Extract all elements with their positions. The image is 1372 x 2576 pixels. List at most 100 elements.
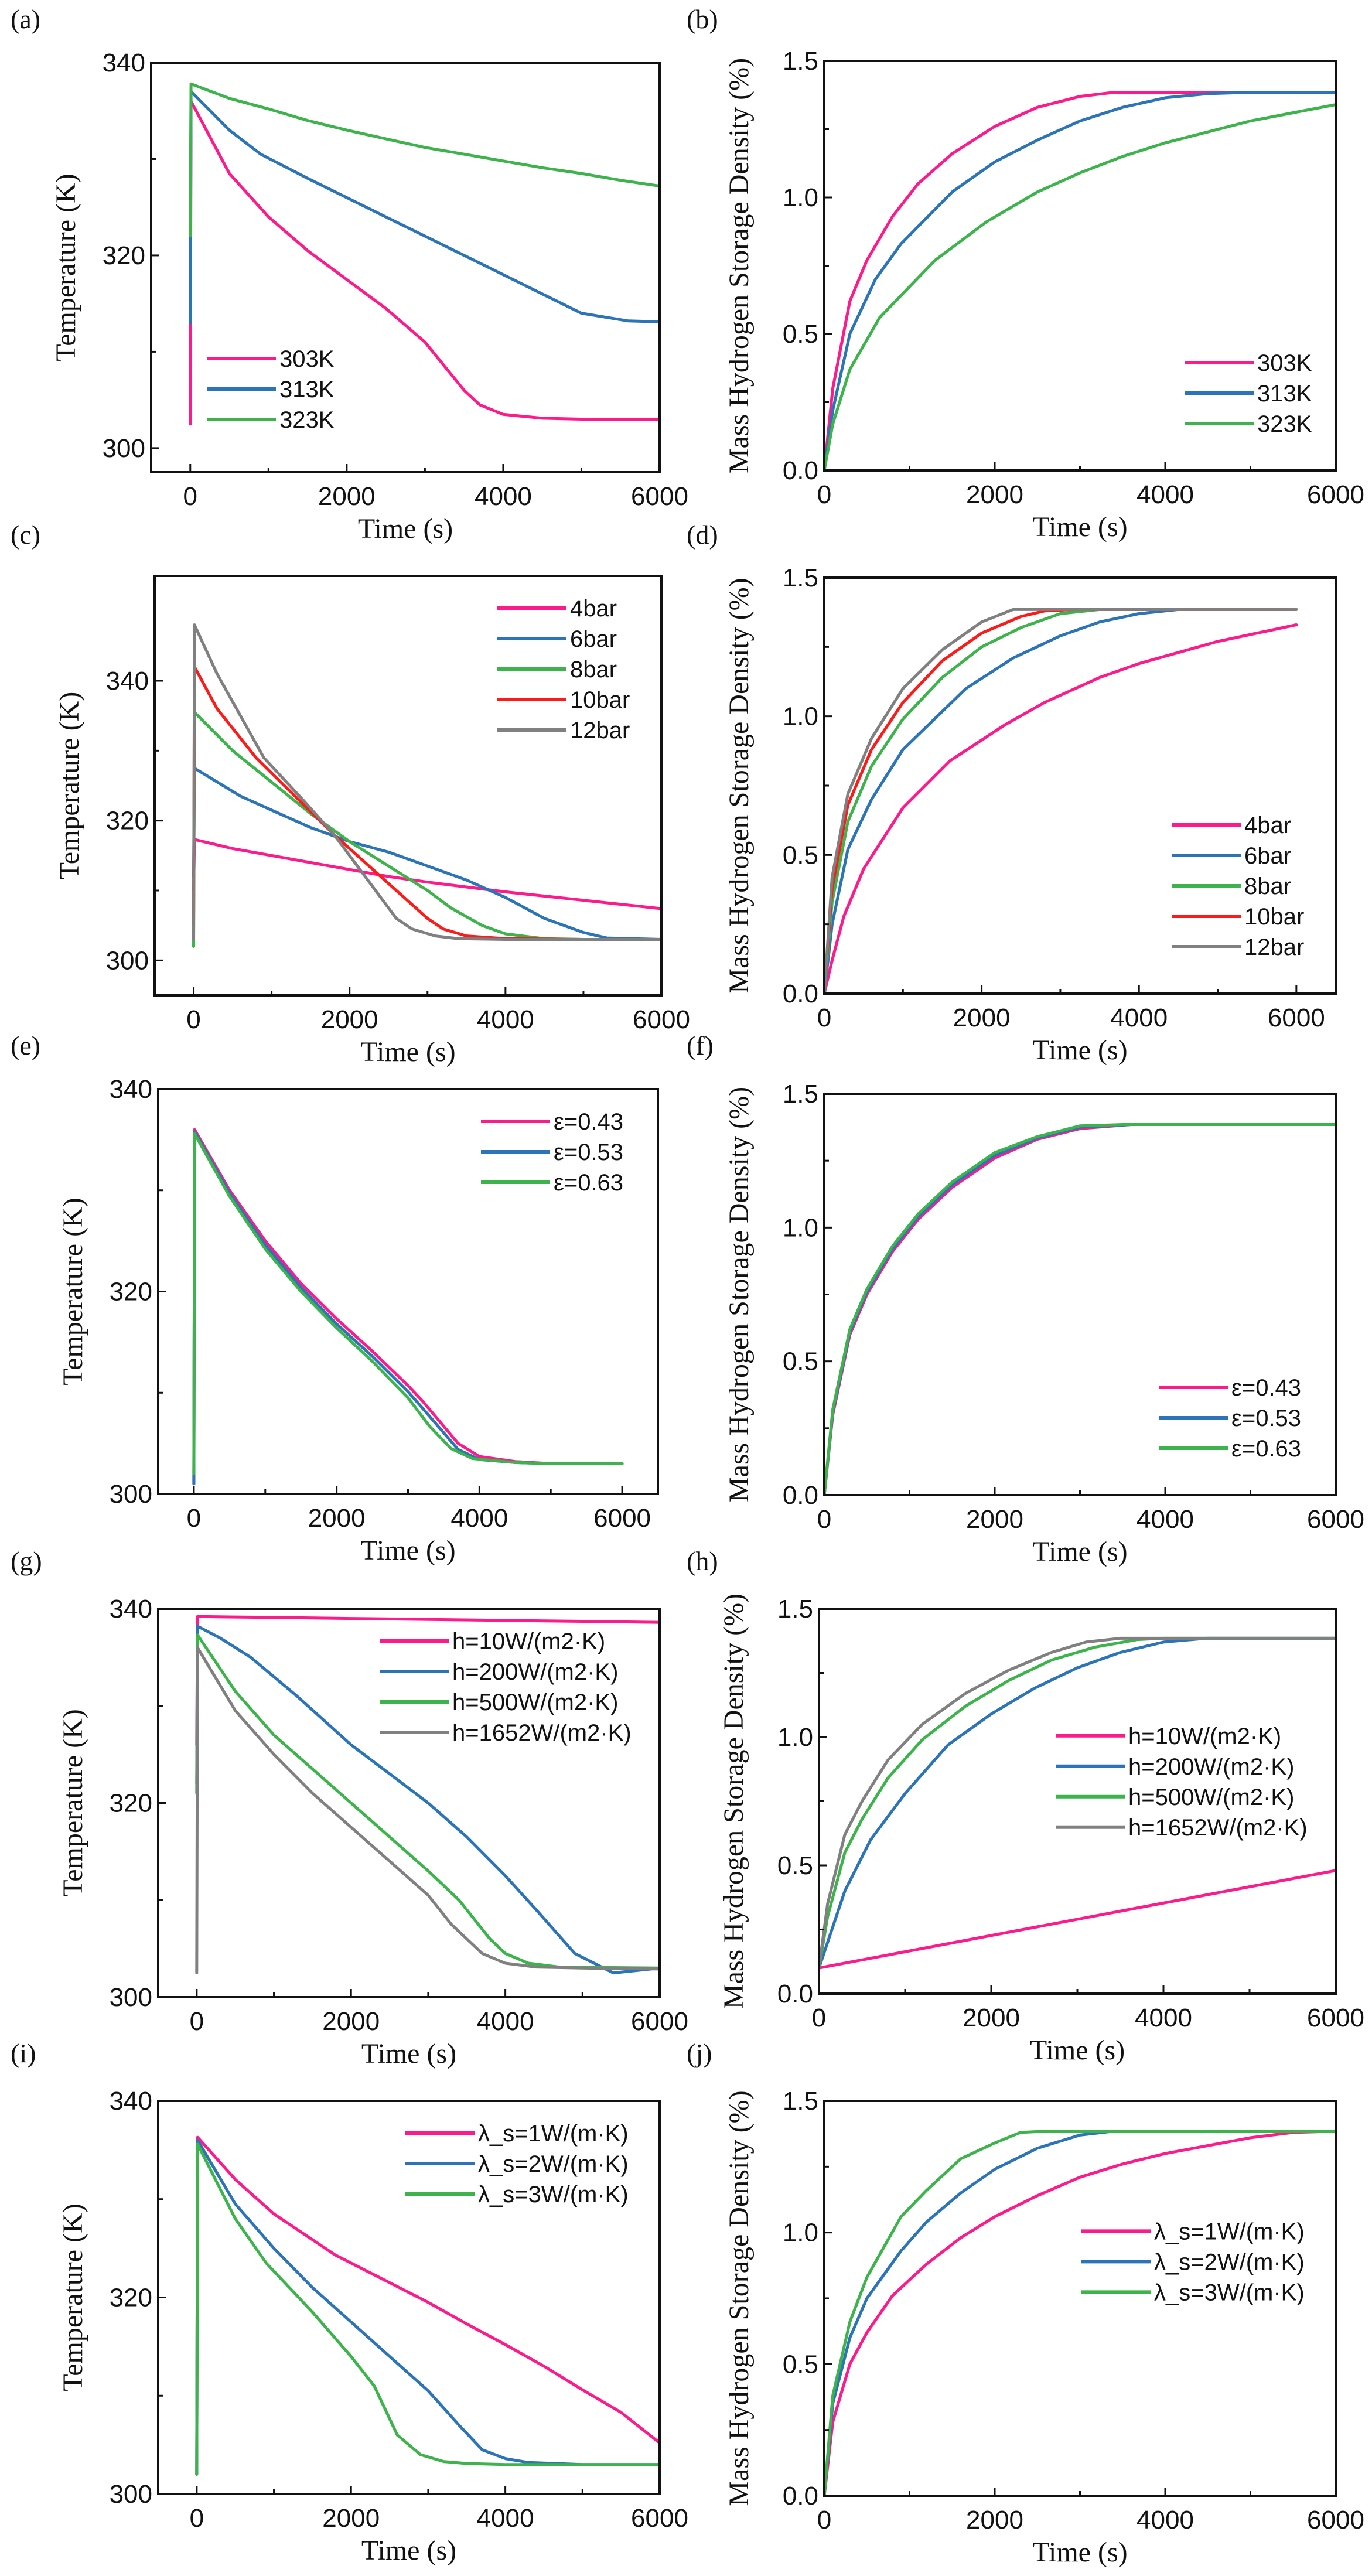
series-group	[824, 608, 1298, 994]
legend-label: λ_s=3W/(m·K)	[478, 2182, 629, 2207]
y-axis-title: Temperature (K)	[50, 173, 81, 361]
y-tick-label: 0.5	[783, 841, 818, 869]
series-line-2	[192, 766, 661, 941]
series-line-4	[824, 608, 1298, 994]
y-tick-label: 300	[110, 2480, 152, 2509]
x-tick-label: 0	[817, 2506, 831, 2534]
x-tick-label: 6000	[1268, 1004, 1325, 1032]
series-line-3	[195, 1633, 660, 1970]
x-tick-label: 6000	[593, 1504, 651, 1533]
series-line-3	[195, 2142, 660, 2476]
y-axis-title: Temperature (K)	[57, 1197, 88, 1385]
x-tick-label: 2000	[963, 2004, 1020, 2032]
x-tick-label: 2000	[322, 2007, 380, 2036]
x-tick-label: 0	[190, 2504, 204, 2533]
y-tick-label: 0.5	[777, 1851, 813, 1880]
x-tick-label: 2000	[966, 2506, 1023, 2534]
series-line-1	[189, 100, 660, 426]
legend-label: 8bar	[1244, 874, 1291, 899]
x-axis-title: Time (s)	[361, 2038, 456, 2069]
y-axis-title: Temperature (K)	[54, 692, 85, 879]
legend-label: 4bar	[570, 596, 617, 622]
x-tick-label: 0	[190, 2007, 204, 2036]
plot-frame	[150, 62, 661, 473]
x-tick-label: 2000	[966, 1505, 1023, 1534]
x-tick-label: 4000	[1110, 1004, 1168, 1032]
panel-label: (i)	[11, 2038, 36, 2068]
legend-label: h=10W/(m2·K)	[1128, 1724, 1281, 1749]
y-tick-label: 1.0	[783, 183, 818, 212]
y-tick-label: 1.0	[783, 2219, 818, 2247]
legend-label: λ_s=2W/(m·K)	[478, 2151, 629, 2177]
panel-label: (c)	[11, 520, 40, 550]
y-tick-label: 340	[106, 667, 149, 695]
x-tick-label: 6000	[631, 2504, 688, 2533]
legend: 303K 313K 323K	[1185, 350, 1312, 437]
series-line-1	[195, 1615, 660, 1746]
y-tick-label: 0.0	[783, 456, 818, 485]
legend-label: 8bar	[570, 657, 617, 683]
y-tick-label: 320	[110, 1789, 152, 1818]
y-tick-label: 300	[106, 946, 149, 975]
series-line-3	[824, 2130, 1336, 2496]
panel-g: (g) 0 2000 4000 6000 300 320 340 Time (s) Tempera…	[11, 1546, 688, 2069]
legend-label: λ_s=1W/(m·K)	[478, 2121, 629, 2147]
plot-frame	[823, 576, 1337, 995]
y-tick-label: 0.0	[783, 1481, 818, 1510]
x-axis-title: Time (s)	[1032, 2537, 1127, 2568]
y-tick-label: 1.0	[783, 1213, 818, 1242]
legend-label: 10bar	[1244, 904, 1304, 930]
series-line-1	[192, 838, 661, 910]
series-group	[824, 1123, 1336, 1495]
x-tick-label: 0	[186, 1005, 200, 1034]
x-axis-title: Time (s)	[1030, 2035, 1125, 2066]
legend-label: 6bar	[1244, 843, 1291, 869]
x-axis-title: Time (s)	[361, 2535, 456, 2566]
x-tick-label: 2000	[953, 1004, 1011, 1032]
legend-label: λ_s=1W/(m·K)	[1154, 2219, 1305, 2244]
series-line-2	[824, 608, 1298, 994]
series-line-2	[824, 91, 1336, 470]
series-line-5	[824, 608, 1298, 994]
x-tick-label: 2000	[318, 482, 376, 511]
x-tick-label: 0	[817, 1004, 831, 1032]
series-group	[824, 91, 1336, 470]
legend-label: ε=0.53	[554, 1139, 623, 1165]
legend-label: h=10W/(m2·K)	[452, 1629, 605, 1654]
series-line-1	[819, 1869, 1336, 1970]
y-tick-label: 0.0	[783, 2482, 818, 2510]
y-tick-label: 320	[110, 2284, 152, 2312]
legend-label: λ_s=3W/(m·K)	[1154, 2280, 1305, 2305]
x-tick-label: 6000	[1307, 480, 1364, 509]
legend: λ_s=1W/(m·K) λ_s=2W/(m·K) λ_s=3W/(m·K)	[1081, 2219, 1305, 2305]
panel-i: (i) 0 2000 4000 6000 300 320 340 Time (s) Tempera…	[11, 2038, 688, 2566]
x-tick-label: 2000	[321, 1005, 378, 1034]
x-tick-label: 6000	[1307, 1505, 1364, 1534]
x-tick-label: 6000	[1307, 2004, 1364, 2032]
series-line-1	[824, 623, 1298, 994]
y-tick-label: 0.5	[783, 320, 818, 349]
y-tick-label: 0.5	[783, 2350, 818, 2379]
y-tick-label: 0.5	[783, 1347, 818, 1376]
legend-label: h=1652W/(m2·K)	[452, 1720, 632, 1746]
legend-label: ε=0.53	[1231, 1405, 1301, 1431]
legend-label: 6bar	[570, 626, 617, 652]
legend-label: 313K	[1257, 381, 1312, 407]
series-line-2	[824, 2130, 1336, 2496]
plot-frame	[823, 1093, 1337, 1496]
panel-f: (f) 0 2000 4000 6000 0.0 0.5 1.0 1.5 Time (s) Mass…	[687, 1031, 1364, 1567]
x-tick-label: 0	[187, 1504, 201, 1533]
series-line-4	[195, 1646, 660, 1975]
x-tick-label: 4000	[1135, 2004, 1192, 2032]
panel-a: (a) 0 2000 4000 6000 300 320 340 Time (s) Tempera…	[11, 4, 688, 544]
legend: λ_s=1W/(m·K) λ_s=2W/(m·K) λ_s=3W/(m·K)	[405, 2121, 629, 2207]
x-tick-label: 4000	[1136, 2506, 1194, 2534]
legend-label: ε=0.43	[554, 1109, 623, 1135]
y-tick-label: 1.5	[783, 2087, 818, 2116]
y-tick-label: 300	[103, 434, 145, 463]
y-tick-label: 1.5	[783, 47, 818, 76]
legend-label: 323K	[279, 407, 335, 433]
y-tick-label: 340	[103, 49, 145, 77]
legend: 4bar 6bar 8bar 10bar 12bar	[497, 596, 630, 743]
